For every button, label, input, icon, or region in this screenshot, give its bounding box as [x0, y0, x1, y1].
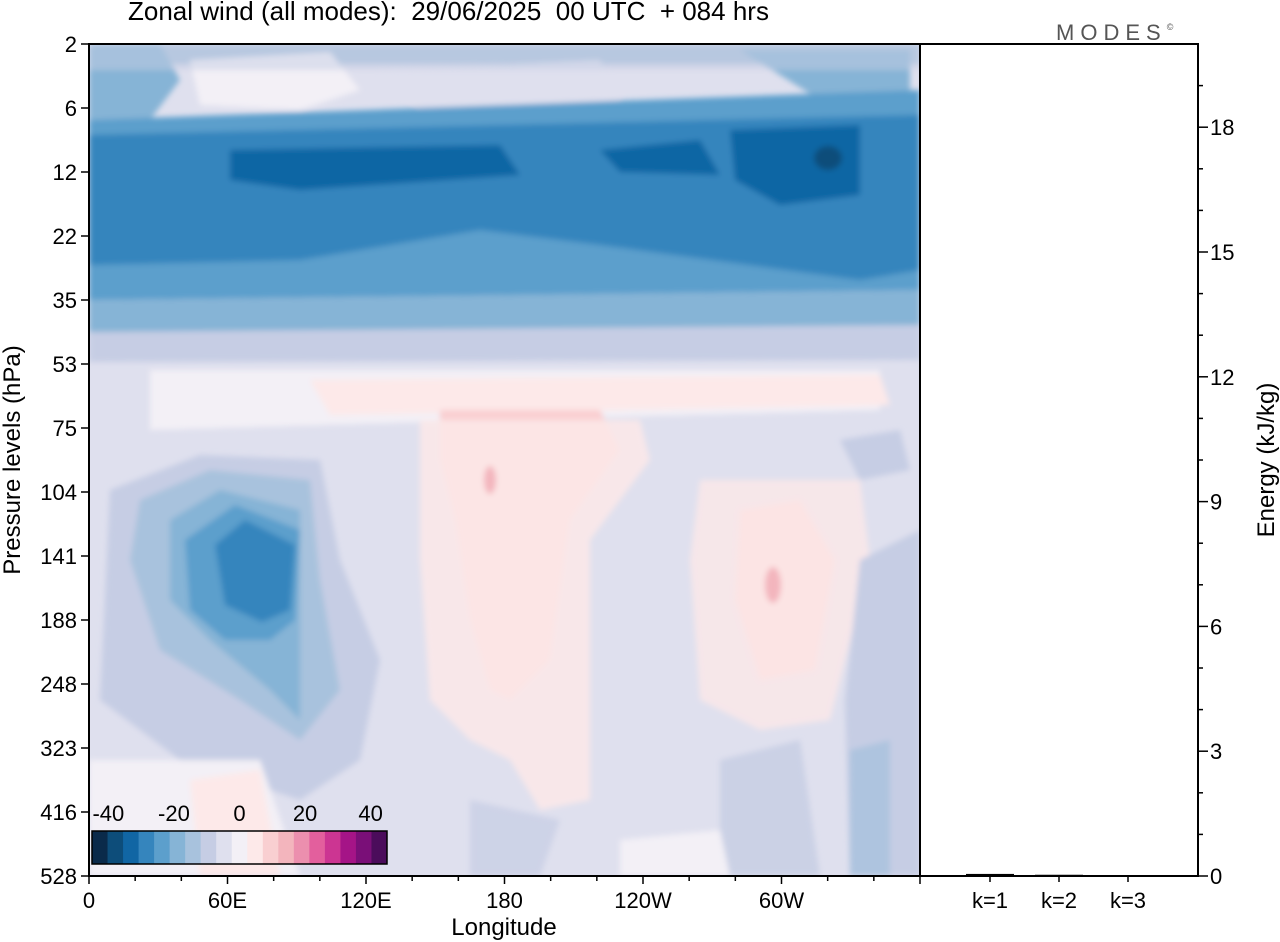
colorbar-tick-label: -40: [92, 801, 124, 826]
y-tick-label: 6: [65, 96, 77, 121]
colorbar-swatch: [247, 831, 264, 864]
colorbar-swatch: [169, 831, 186, 864]
colorbar-swatch: [231, 831, 248, 864]
colorbar-swatch: [123, 831, 140, 864]
energy-category-label: k=1: [972, 888, 1008, 913]
colorbar-swatch: [278, 831, 295, 864]
colorbar-swatch: [262, 831, 279, 864]
y-tick-label: 141: [40, 544, 77, 569]
energy-tick-label: 0: [1210, 864, 1222, 889]
colorbar-swatch: [324, 831, 341, 864]
y-tick-label: 188: [40, 608, 77, 633]
y-tick-label: 2: [65, 32, 77, 57]
y-axis-label: Pressure levels (hPa): [0, 345, 26, 574]
colorbar-swatch: [185, 831, 202, 864]
colorbar-swatch: [309, 831, 326, 864]
energy-tick-label: 3: [1210, 739, 1222, 764]
colorbar-swatch: [107, 831, 124, 864]
y-tick-label: 35: [53, 288, 77, 313]
colorbar-swatch: [92, 831, 109, 864]
colorbar-swatch: [293, 831, 310, 864]
energy-category-label: k=2: [1041, 888, 1077, 913]
x-tick-label: 180: [486, 888, 523, 913]
y-tick-label: 22: [53, 224, 77, 249]
energy-tick-label: 15: [1210, 240, 1234, 265]
colorbar-swatch: [355, 831, 372, 864]
y-tick-label: 75: [53, 416, 77, 441]
colorbar-tick-label: 0: [233, 801, 245, 826]
brand-mark: ©: [1166, 22, 1174, 32]
colorbar-frame: [91, 830, 388, 865]
y-tick-label: 248: [40, 672, 77, 697]
colorbar: -40 -20 0 20 40: [91, 801, 388, 865]
energy-tick-label: 18: [1210, 115, 1234, 140]
energy-bar-k=2: [1035, 874, 1083, 876]
chart-title: Zonal wind (all modes): 29/06/2025 00 UT…: [128, 0, 769, 26]
brand-logo: MODES©: [1056, 20, 1173, 46]
y-tick-label: 12: [53, 160, 77, 185]
colorbar-tick-label: 40: [358, 801, 382, 826]
x-tick-label: 120E: [340, 888, 391, 913]
wind-field: [89, 44, 920, 876]
colorbar-tick-label: -20: [158, 801, 190, 826]
x-axis-label: Longitude: [451, 914, 556, 941]
energy-axis-label: Energy (kJ/kg): [1253, 383, 1280, 538]
colorbar-swatch: [138, 831, 155, 864]
energy-bar-k=1: [966, 873, 1014, 876]
x-tick-label: 60W: [759, 888, 804, 913]
axes: 0 60E 120E 180 120W 60WLongitude2612223553751…: [0, 32, 1280, 941]
energy-panel-frame: [919, 43, 1199, 877]
colorbar-tick-label: 20: [293, 801, 317, 826]
x-tick-label: 120W: [614, 888, 672, 913]
y-tick-label: 104: [40, 480, 77, 505]
y-tick-label: 416: [40, 800, 77, 825]
x-tick-label: 60E: [208, 888, 247, 913]
energy-tick-label: 6: [1210, 614, 1222, 639]
colorbar-swatch: [200, 831, 217, 864]
colorbar-swatch: [216, 831, 233, 864]
colorbar-swatch: [371, 831, 388, 864]
y-tick-label: 528: [40, 864, 77, 889]
colorbar-swatch: [154, 831, 171, 864]
energy-category-label: k=3: [1110, 888, 1146, 913]
y-tick-label: 323: [40, 736, 77, 761]
energy-tick-label: 9: [1210, 490, 1222, 515]
x-tick-label: 0: [83, 888, 95, 913]
brand-text: MODES: [1056, 20, 1167, 45]
energy-bars: k=1 k=2 k=3: [966, 873, 1146, 913]
colorbar-swatch: [340, 831, 357, 864]
y-tick-label: 53: [53, 352, 77, 377]
energy-tick-label: 12: [1210, 365, 1234, 390]
